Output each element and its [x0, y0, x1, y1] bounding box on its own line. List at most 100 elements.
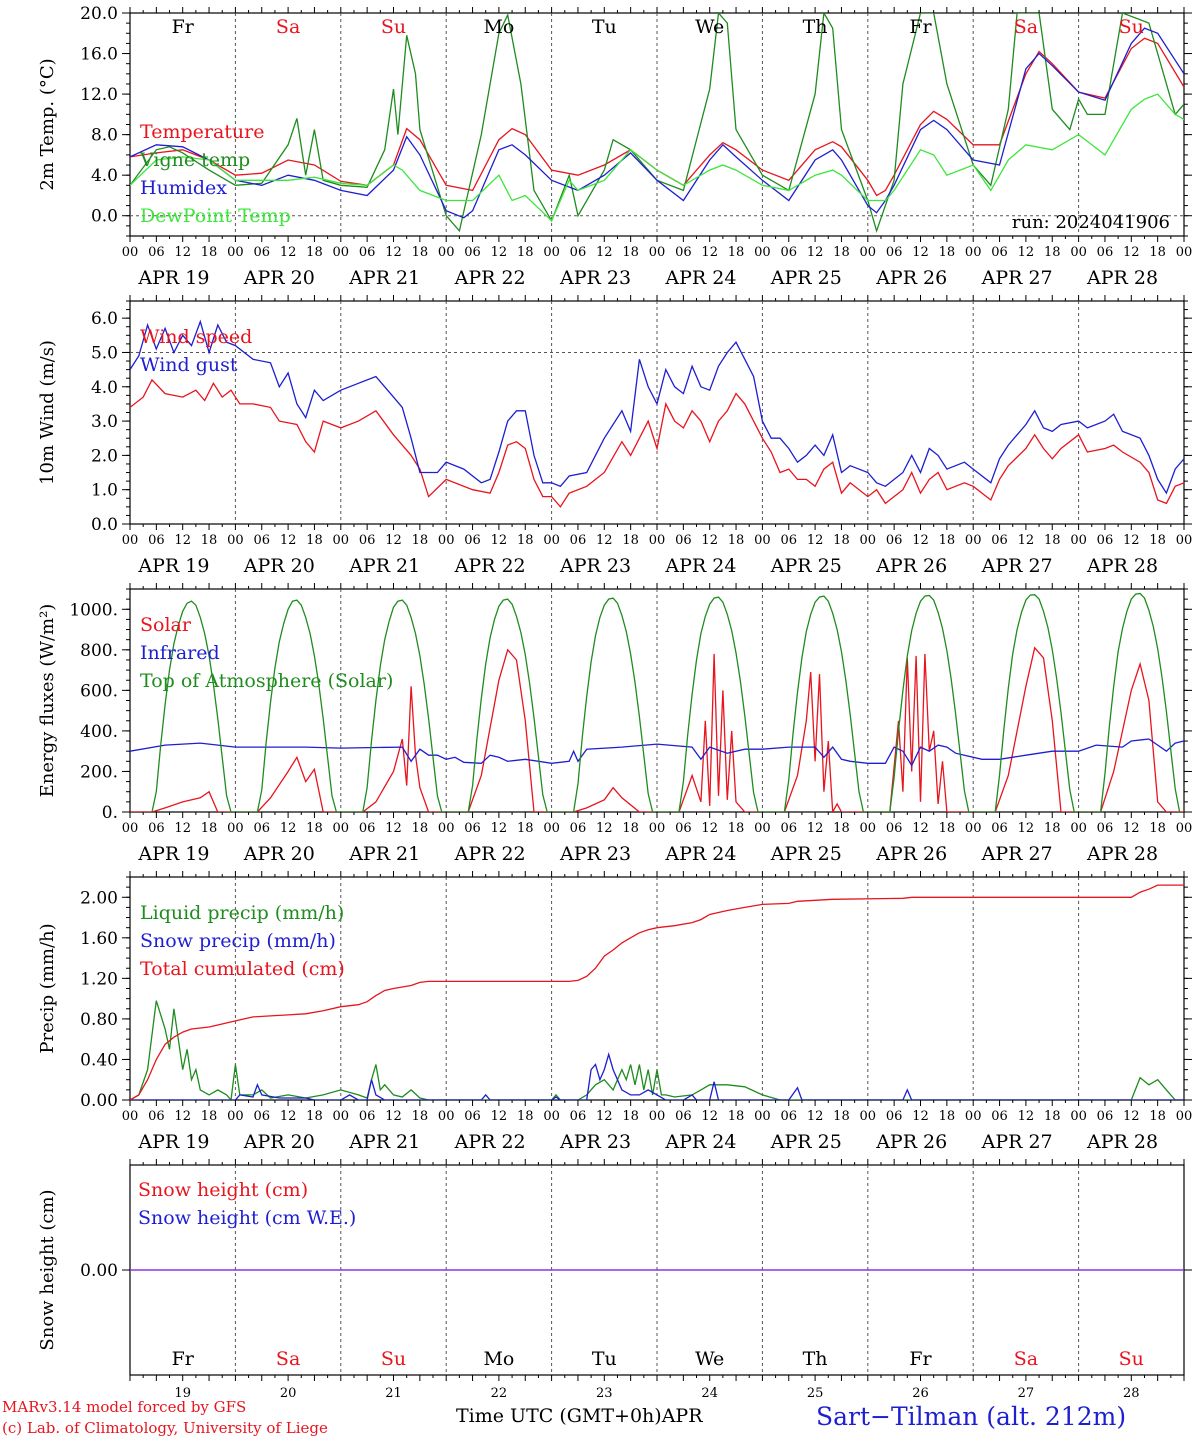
hour-label: 00: [543, 821, 560, 836]
hour-label: 06: [148, 533, 165, 548]
y-tick-label: 20.0: [80, 4, 118, 24]
hour-label: 00: [438, 821, 455, 836]
y-tick-label: 1.0: [91, 481, 118, 501]
hour-label: 18: [833, 245, 850, 260]
hour-label: 18: [306, 1109, 323, 1124]
y-axis-label: 2m Temp. (°C): [37, 58, 58, 190]
weekday-label: Fr: [909, 1348, 932, 1370]
hour-label: 00: [1176, 245, 1193, 260]
plot-frame: [129, 588, 1185, 813]
hour-label: 18: [517, 533, 534, 548]
hour-label: 00: [333, 533, 350, 548]
legend-label: Vigne temp: [139, 149, 250, 171]
hour-label: 18: [622, 533, 639, 548]
day-number-label: 27: [1018, 1386, 1035, 1401]
hour-label: 06: [991, 1109, 1008, 1124]
hour-label: 06: [1097, 533, 1114, 548]
hour-label: 00: [543, 1109, 560, 1124]
weekday-label: Su: [1119, 1348, 1144, 1370]
plot-frame: [129, 300, 1185, 525]
legend-label: Snow height (cm W.E.): [138, 1207, 356, 1229]
hour-label: 00: [122, 821, 139, 836]
hour-label: 12: [385, 821, 402, 836]
hour-label: 00: [543, 245, 560, 260]
day-number-label: 25: [807, 1386, 824, 1401]
hour-label: 12: [280, 821, 297, 836]
hour-label: 18: [622, 1109, 639, 1124]
hour-label: 06: [991, 821, 1008, 836]
hour-label: 00: [1176, 821, 1193, 836]
y-tick-label: 400.: [80, 722, 118, 742]
hour-label: 18: [412, 245, 429, 260]
date-label: APR 22: [454, 267, 526, 289]
hour-label: 00: [1070, 533, 1087, 548]
hour-label: 18: [412, 821, 429, 836]
x-axis-month: APR: [661, 1405, 703, 1427]
hour-label: 00: [333, 245, 350, 260]
date-label: APR 20: [243, 555, 315, 577]
y-tick-label: 16.0: [80, 45, 118, 65]
hour-label: 06: [780, 533, 797, 548]
date-label: APR 23: [559, 843, 631, 865]
date-label: APR 21: [348, 267, 420, 289]
y-tick-label: 4.0: [91, 378, 118, 398]
date-label: APR 25: [770, 1131, 842, 1153]
y-tick-label: 0.0: [91, 515, 118, 535]
hour-label: 18: [1044, 1109, 1061, 1124]
series-line-dewpoint-temp: [130, 93, 1184, 222]
hour-label: 00: [438, 1109, 455, 1124]
hour-label: 12: [1123, 533, 1140, 548]
hour-label: 18: [1044, 245, 1061, 260]
date-label: APR 21: [348, 1131, 420, 1153]
hour-label: 00: [1176, 1109, 1193, 1124]
hour-label: 18: [728, 1109, 745, 1124]
hour-label: 12: [174, 533, 191, 548]
hour-label: 18: [939, 1109, 956, 1124]
hour-label: 18: [1149, 821, 1166, 836]
weekday-label: Th: [803, 16, 828, 38]
weekday-label: Fr: [172, 1348, 195, 1370]
hour-label: 12: [807, 1109, 824, 1124]
legend-label: Snow height (cm): [138, 1179, 308, 1201]
y-axis-label: Snow height (cm): [37, 1189, 58, 1350]
weekday-label: Mo: [483, 1348, 514, 1370]
y-tick-label: 0.40: [80, 1050, 118, 1070]
hour-label: 12: [807, 533, 824, 548]
hour-label: 18: [1044, 533, 1061, 548]
day-number-label: 21: [385, 1386, 402, 1401]
hour-label: 12: [491, 1109, 508, 1124]
hour-label: 06: [570, 245, 587, 260]
hour-label: 12: [385, 245, 402, 260]
hour-label: 12: [701, 1109, 718, 1124]
hour-label: 06: [464, 821, 481, 836]
hour-label: 06: [253, 1109, 270, 1124]
hour-label: 06: [1097, 245, 1114, 260]
y-tick-label: 4.0: [91, 166, 118, 186]
date-label: APR 27: [981, 267, 1053, 289]
y-tick-label: 0.00: [80, 1261, 118, 1281]
hour-label: 12: [596, 245, 613, 260]
date-label: APR 24: [664, 555, 736, 577]
date-label: APR 24: [664, 267, 736, 289]
weekday-label: Su: [381, 16, 406, 38]
hour-label: 18: [939, 245, 956, 260]
hour-label: 18: [1149, 533, 1166, 548]
hour-label: 06: [253, 245, 270, 260]
weekday-label: Th: [803, 1348, 828, 1370]
hour-label: 18: [201, 1109, 218, 1124]
hour-label: 00: [122, 245, 139, 260]
y-tick-label: 2.00: [80, 888, 118, 908]
hour-label: 18: [517, 821, 534, 836]
hour-label: 00: [860, 1109, 877, 1124]
legend-label: Humidex: [140, 177, 227, 199]
hour-label: 06: [886, 245, 903, 260]
date-label: APR 28: [1086, 267, 1158, 289]
hour-label: 12: [596, 1109, 613, 1124]
date-label: APR 19: [137, 555, 209, 577]
hour-label: 06: [359, 533, 376, 548]
hour-label: 18: [201, 821, 218, 836]
y-tick-label: 0.80: [80, 1010, 118, 1030]
y-axis-label: Energy fluxes (W/m²): [37, 604, 58, 798]
weekday-label: Su: [1119, 16, 1144, 38]
hour-label: 00: [333, 821, 350, 836]
